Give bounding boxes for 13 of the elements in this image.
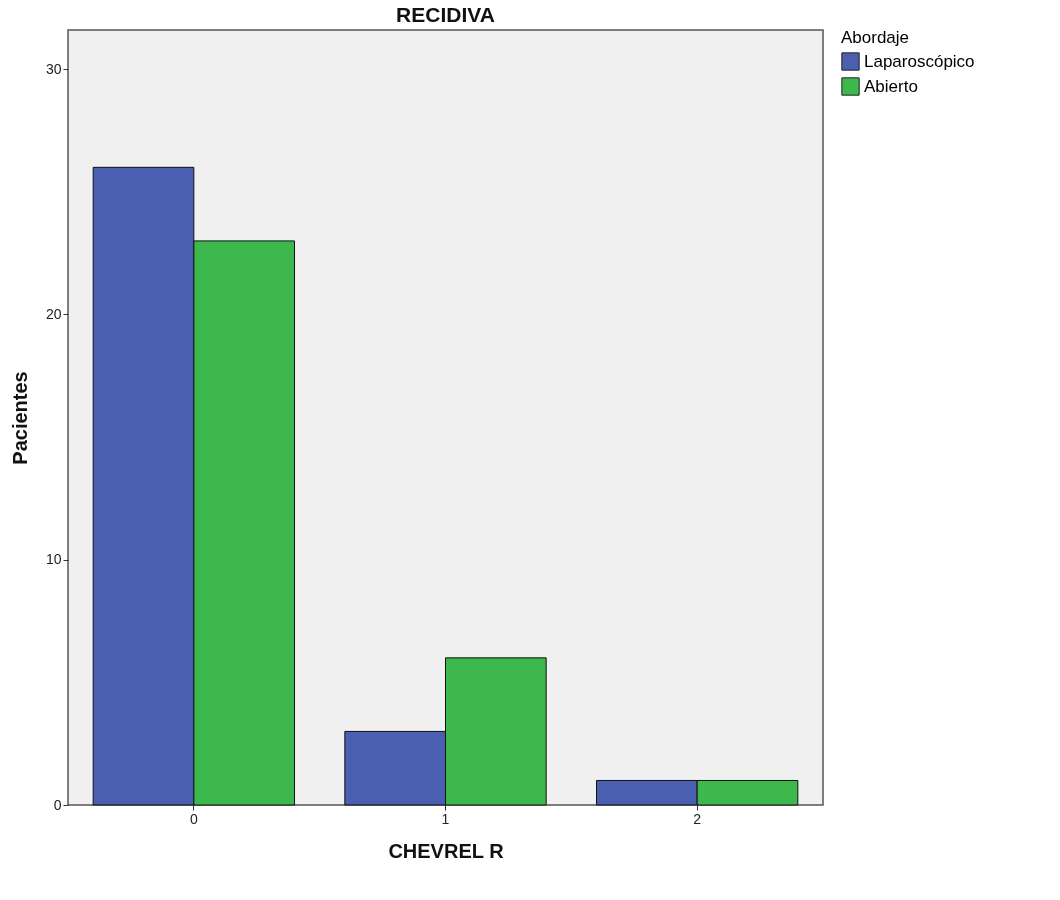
- chart-title: RECIDIVA: [396, 3, 495, 26]
- y-tick-label: 30: [45, 60, 62, 77]
- x-tick-label: 1: [441, 810, 450, 827]
- x-tick-label: 0: [189, 810, 198, 827]
- y-axis-title: Pacientes: [8, 371, 31, 465]
- x-tick-label: 2: [693, 810, 702, 827]
- legend-label: Laparoscópico: [864, 51, 975, 71]
- y-tick-label: 10: [45, 551, 62, 568]
- legend-title: Abordaje: [841, 28, 910, 47]
- x-axis-title: CHEVREL R: [388, 839, 505, 862]
- legend-label: Abierto: [864, 76, 918, 96]
- y-tick-label: 20: [45, 305, 62, 322]
- y-tick-label: 0: [53, 796, 62, 813]
